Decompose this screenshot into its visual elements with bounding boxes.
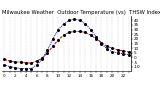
- Point: [106, 48, 108, 50]
- Point: [68, 20, 70, 21]
- Point: [14, 67, 16, 68]
- Point: [3, 59, 6, 60]
- Point: [62, 34, 65, 36]
- Text: Milwaukee Weather  Outdoor Temperature (vs)  THSW Index  per Hour  (Last 24 Hour: Milwaukee Weather Outdoor Temperature (v…: [2, 10, 160, 15]
- Point: [111, 47, 114, 49]
- Point: [8, 66, 11, 67]
- Point: [84, 32, 87, 33]
- Point: [25, 68, 27, 69]
- Point: [57, 29, 60, 30]
- Point: [8, 60, 11, 62]
- Point: [122, 50, 124, 52]
- Point: [35, 60, 38, 62]
- Point: [111, 51, 114, 53]
- Point: [46, 49, 49, 51]
- Point: [52, 38, 54, 40]
- Point: [57, 39, 60, 40]
- Point: [84, 23, 87, 25]
- Point: [89, 29, 92, 30]
- Point: [127, 54, 130, 55]
- Point: [122, 53, 124, 54]
- Point: [100, 43, 103, 44]
- Point: [79, 20, 81, 21]
- Point: [14, 61, 16, 63]
- Point: [79, 31, 81, 32]
- Point: [19, 68, 22, 69]
- Point: [3, 64, 6, 66]
- Point: [62, 23, 65, 25]
- Point: [95, 36, 97, 38]
- Point: [106, 46, 108, 47]
- Point: [116, 49, 119, 51]
- Point: [52, 46, 54, 47]
- Point: [116, 52, 119, 54]
- Point: [41, 59, 43, 60]
- Point: [30, 62, 33, 64]
- Point: [73, 31, 76, 32]
- Point: [95, 38, 97, 40]
- Point: [25, 62, 27, 64]
- Point: [35, 64, 38, 66]
- Point: [68, 32, 70, 33]
- Point: [30, 68, 33, 69]
- Point: [46, 52, 49, 54]
- Point: [89, 34, 92, 36]
- Point: [19, 61, 22, 63]
- Point: [100, 42, 103, 43]
- Point: [127, 51, 130, 53]
- Point: [73, 19, 76, 20]
- Point: [41, 58, 43, 59]
